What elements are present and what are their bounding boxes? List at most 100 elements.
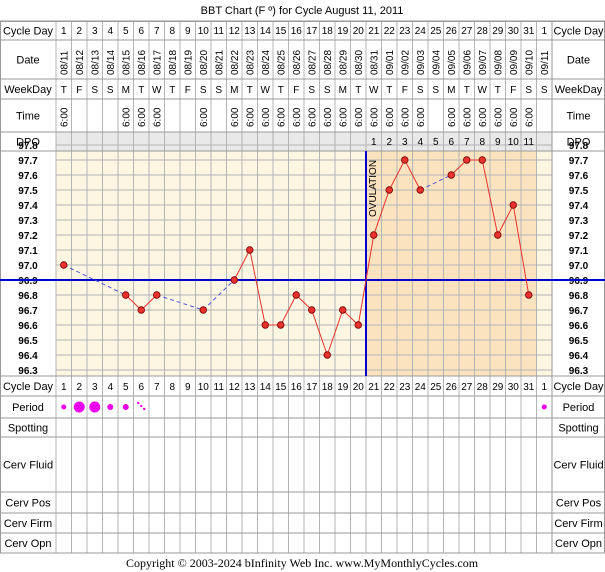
cycle-day-label-bottom: 16 [291, 382, 303, 393]
weekday-label: S [200, 85, 207, 96]
dpo-label: 3 [402, 137, 408, 148]
temperature-point [478, 156, 486, 164]
cycle-day-label-bottom: 23 [399, 382, 411, 393]
cycle-day-label: 18 [322, 26, 334, 37]
temperature-point [261, 321, 269, 329]
row-label-cerv-pos-right: Cerv Pos [556, 498, 602, 510]
temperature-gap-segment [420, 174, 452, 191]
period-dot-medium [107, 404, 114, 410]
temperature-gap-segment [202, 279, 235, 311]
cycle-day-label-bottom: 28 [477, 382, 489, 393]
copyright-footer: Copyright © 2003-2024 bInfinity Web Inc.… [126, 556, 479, 570]
header-rows: Cycle Day Cycle Day Date Date WeekDay WeekDay… [3, 26, 604, 551]
time-label: 6:00 [323, 107, 334, 127]
cycle-day-label-bottom: 13 [244, 382, 256, 393]
dpo-label: 8 [479, 137, 485, 148]
date-label: 08/13 [90, 50, 101, 75]
row-label-period: Period [12, 402, 44, 414]
weekday-label: W [152, 85, 162, 96]
y-tick-label: 97.3 [18, 216, 38, 227]
temperature-segment [233, 249, 251, 281]
cycle-day-label: 2 [76, 26, 82, 37]
cycle-day-label: 1 [61, 26, 67, 37]
y-tick-label-right: 96.7 [569, 306, 589, 317]
weekday-label: T [495, 85, 501, 96]
time-label: 6:00 [137, 107, 148, 127]
cycle-day-label: 9 [185, 26, 191, 37]
date-label: 08/31 [369, 50, 380, 75]
weekday-label: S [432, 85, 439, 96]
row-label-cerv-firm: Cerv Firm [4, 518, 52, 530]
cycle-day-label: 7 [154, 26, 160, 37]
weekday-label: S [215, 85, 222, 96]
y-tick-label-right: 96.4 [569, 351, 589, 362]
weekday-label: W [369, 85, 379, 96]
row-label-dpo-right: DPO [567, 137, 591, 149]
date-label: 09/07 [478, 50, 489, 75]
cycle-day-label-bottom: 8 [169, 382, 175, 393]
post-ovulation-area [366, 151, 537, 376]
cycle-day-label: 13 [244, 26, 256, 37]
cycle-day-label: 31 [523, 26, 535, 37]
cycle-day-label: 27 [461, 26, 473, 37]
chart-title: BBT Chart (F º) for Cycle August 11, 201… [201, 5, 404, 17]
y-tick-label-right: 96.8 [569, 291, 589, 302]
y-tick-label: 97.1 [18, 246, 38, 257]
dpo-label: 2 [386, 137, 392, 148]
date-label: 09/04 [431, 50, 442, 75]
time-label: 6:00 [59, 107, 70, 127]
temperature-segment [326, 309, 344, 356]
row-label-weekday: WeekDay [4, 84, 52, 96]
temperature-point [246, 246, 254, 254]
y-tick-label: 96.3 [18, 366, 38, 377]
date-label: 09/02 [400, 50, 411, 75]
weekday-label: T [247, 85, 253, 96]
time-label: 6:00 [400, 107, 411, 127]
temperature-gap-segment [63, 264, 126, 296]
period-dot-light [61, 404, 67, 410]
row-label-cerv-opn-right: Cerv Opn [555, 538, 602, 550]
weekday-label: F [185, 85, 191, 96]
cycle-day-label-bottom: 6 [138, 382, 144, 393]
weekday-label: M [339, 85, 347, 96]
date-label: 08/20 [199, 50, 210, 75]
cycle-day-label: 15 [275, 26, 287, 37]
dpo-label: 4 [417, 137, 423, 148]
time-label: 6:00 [245, 107, 256, 127]
date-label: 08/15 [121, 50, 132, 75]
cycle-day-label: 10 [198, 26, 210, 37]
temperature-point [401, 156, 409, 164]
time-label: 6:00 [121, 107, 132, 127]
weekday-label: F [510, 85, 516, 96]
weekday-label: T [61, 85, 67, 96]
weekday-label: T [386, 85, 392, 96]
date-label: 08/27 [307, 50, 318, 75]
y-tick-label: 96.6 [18, 321, 38, 332]
cycle-day-label: 22 [384, 26, 396, 37]
temperature-point [122, 291, 130, 299]
date-label: 08/12 [75, 50, 86, 75]
row-label-cerv-fluid-right: Cerv Fluid [553, 460, 603, 472]
temperature-segment [404, 159, 421, 191]
cycle-day-label-bottom: 2 [76, 382, 82, 393]
row-label-cerv-fluid: Cerv Fluid [3, 460, 53, 472]
y-tick-label: 97.6 [18, 171, 38, 182]
time-label: 6:00 [524, 107, 535, 127]
temperature-point [494, 231, 502, 239]
cycle-day-label-bottom: 25 [430, 382, 442, 393]
period-dot-heavy [89, 401, 101, 413]
temperature-point [339, 306, 347, 314]
temperature-point [277, 321, 285, 329]
time-label: 6:00 [276, 107, 287, 127]
temperature-point [199, 306, 207, 314]
time-label: 6:00 [493, 107, 504, 127]
date-label: 09/06 [462, 50, 473, 75]
y-tick-label: 96.7 [18, 306, 38, 317]
dpo-label: 10 [508, 137, 520, 148]
cycle-day-label-bottom: 24 [415, 382, 427, 393]
weekday-label: S [541, 85, 548, 96]
row-label-cycle-day-bottom-right: Cycle Day [553, 381, 604, 393]
date-label: 09/05 [447, 50, 458, 75]
weekday-label: M [122, 85, 130, 96]
y-tick-label-right: 97.3 [569, 216, 589, 227]
